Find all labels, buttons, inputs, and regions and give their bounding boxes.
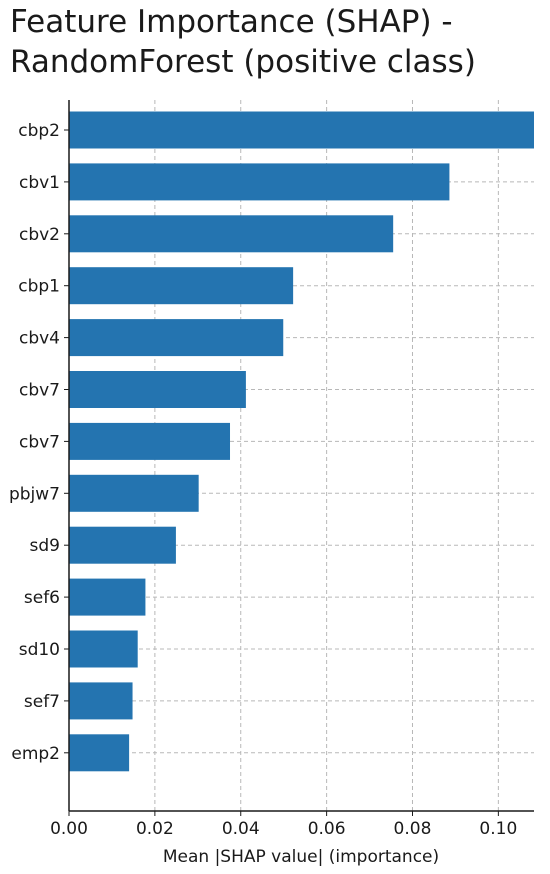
- x-tick-label: 0.10: [479, 819, 517, 839]
- y-tick-label: emp2: [11, 744, 60, 764]
- y-tick-label: cbv7: [19, 381, 60, 401]
- y-tick-label: cbv4: [19, 329, 60, 349]
- y-tick-label: sef6: [24, 588, 60, 608]
- bar-cbv7: [69, 371, 246, 408]
- x-tick-label: 0.00: [50, 819, 88, 839]
- y-tick-label: cbv1: [19, 173, 60, 193]
- x-tick-label: 0.08: [394, 819, 432, 839]
- bar-cbv2: [69, 215, 394, 253]
- bars: [69, 111, 534, 772]
- y-tick-label: pbjw7: [9, 484, 60, 504]
- x-tick-label: 0.04: [222, 819, 260, 839]
- y-tick-label: cbp2: [18, 121, 60, 141]
- y-tick-label: sd9: [30, 536, 60, 556]
- bar-sd9: [69, 526, 176, 564]
- bar-pbjw7: [69, 474, 199, 512]
- y-tick-label: cbv7: [19, 432, 60, 452]
- bar-cbp1: [69, 267, 294, 305]
- x-axis-title: Mean |SHAP value| (importance): [163, 847, 439, 867]
- y-tick-label: cbv2: [19, 225, 60, 245]
- y-tick-labels: cbp2 cbv1 cbv2 cbp1 cbv4 cbv7 cbv7 pbjw7 sd9 sef6…: [9, 121, 69, 764]
- axes: [68, 100, 534, 812]
- bar-cbv4: [69, 319, 284, 357]
- x-tick-label: 0.02: [136, 819, 174, 839]
- bar-sef6: [69, 578, 146, 616]
- x-tick-labels: 0.00 0.02 0.04 0.06 0.08 0.10: [50, 811, 517, 839]
- bar-cbp2: [69, 111, 534, 149]
- chart-title: Feature Importance (SHAP) - RandomForest…: [10, 4, 476, 80]
- y-tick-label: sef7: [24, 692, 60, 712]
- bar-cbv7: [69, 422, 231, 460]
- bar-cbv1: [69, 163, 450, 201]
- y-tick-label: cbp1: [18, 277, 60, 297]
- y-tick-label: sd10: [19, 640, 60, 660]
- bar-emp2: [69, 734, 130, 772]
- bar-sd10: [69, 630, 138, 668]
- x-tick-label: 0.06: [308, 819, 346, 839]
- bar-sef7: [69, 682, 133, 720]
